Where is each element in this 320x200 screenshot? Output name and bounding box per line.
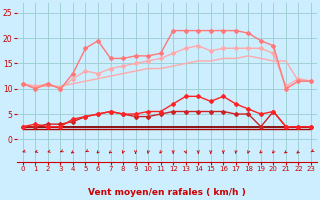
X-axis label: Vent moyen/en rafales ( km/h ): Vent moyen/en rafales ( km/h ) — [88, 188, 246, 197]
